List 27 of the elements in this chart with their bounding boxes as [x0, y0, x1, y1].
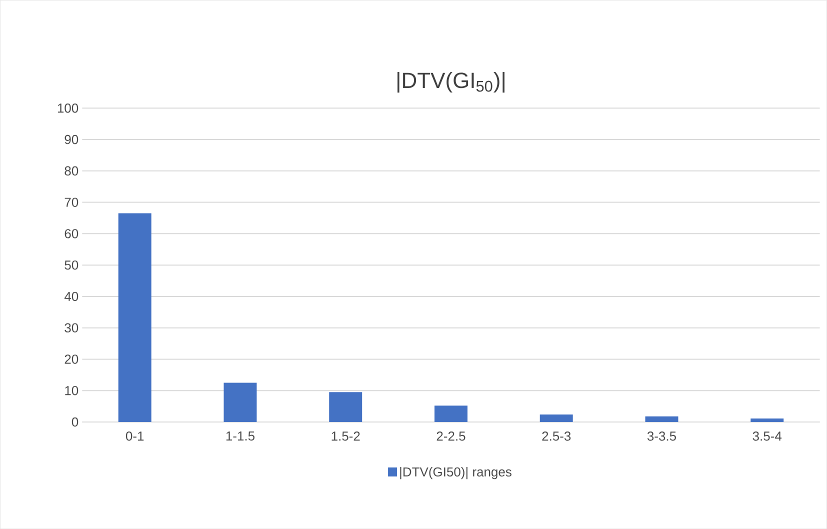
y-tick-label: 90	[64, 134, 78, 144]
bar	[329, 392, 362, 422]
chart-title: |DTV(GI$_{50}$)|	[398, 72, 504, 93]
bar	[540, 414, 573, 422]
x-tick-label: 2-2.5	[436, 431, 466, 441]
y-tick-label: 60	[64, 229, 78, 238]
legend-label: |DTV(GI50)| ranges	[400, 466, 512, 480]
y-tick-label: 10	[65, 386, 78, 396]
y-tick-label: 50	[64, 260, 78, 270]
x-tick-label: 0-1	[126, 431, 144, 441]
x-tick-label: 3.5-4	[752, 431, 782, 441]
y-tick-label: 30	[64, 323, 78, 332]
y-tick-label: 100	[58, 103, 78, 113]
bar	[434, 406, 468, 422]
bar	[118, 213, 152, 422]
y-tick-label: 70	[64, 198, 78, 207]
bar	[224, 382, 257, 422]
x-tick-label: 3-3.5	[647, 431, 676, 441]
x-tick-label: 2.5-3	[542, 431, 571, 441]
bar	[750, 418, 784, 422]
y-tick-label: 80	[64, 166, 78, 176]
x-tick-label: 1.5-2	[332, 431, 360, 441]
y-tick-label: 40	[64, 292, 78, 301]
x-tick-label: 1-1.5	[226, 431, 254, 441]
y-tick-label: 20	[64, 354, 78, 364]
bar	[645, 416, 678, 422]
y-tick-label: 0	[72, 417, 78, 427]
